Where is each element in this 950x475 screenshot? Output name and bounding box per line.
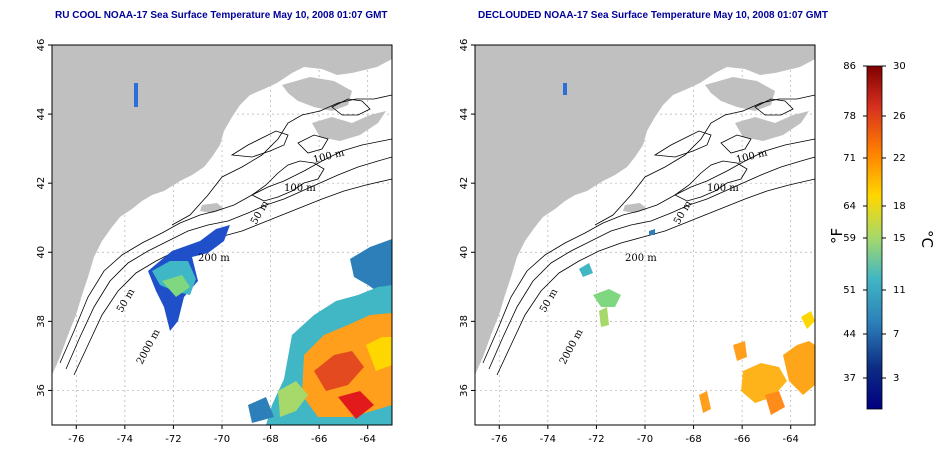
celsius-tick-label: 18 [893,201,906,212]
lon-tick-label: -74 [540,434,556,445]
lat-tick-label: 46 [459,39,470,52]
colorbar-gradient [866,65,883,410]
celsius-tick-label: 7 [893,329,899,340]
lon-tick-label: -76 [68,434,84,445]
lat-tick-label: 44 [36,108,47,121]
right-map-panel: 100 m 100 m 50 m 200 m 50 m 2000 m 36384… [459,39,816,445]
celsius-tick-label: 22 [893,153,906,164]
svg-text:200 m: 200 m [198,253,230,264]
celsius-tick-label: 3 [893,373,899,384]
lon-tick-label: -64 [360,434,376,445]
colorbar: 86 78 71 64 59 51 44 37 30 26 22 18 15 11 7 3 °F °C [828,61,936,410]
fahrenheit-tick-label: 37 [843,373,856,384]
fahrenheit-tick-label: 78 [843,111,856,122]
lon-tick-label: -76 [491,434,507,445]
lon-tick-label: -64 [783,434,799,445]
celsius-tick-label: 15 [893,233,906,244]
fahrenheit-unit-label: °F [828,228,846,244]
lat-tick-label: 38 [36,315,47,328]
lon-tick-label: -68 [685,434,701,445]
right-panel-title: DECLOUDED NOAA-17 Sea Surface Temperatur… [478,10,828,21]
left-axis-ticks: 36 38 40 42 44 46 -76 -74 -72 -70 -68 -66 -64 [36,39,376,445]
fahrenheit-tick-label: 86 [843,61,856,72]
svg-text:200 m: 200 m [625,253,657,264]
lon-tick-label: -68 [262,434,278,445]
colorbar-ticks: 86 78 71 64 59 51 44 37 30 26 22 18 15 11 7 3 [843,61,905,384]
lat-tick-label: 38 [459,315,470,328]
celsius-tick-label: 26 [893,111,906,122]
left-sst-patches [134,83,392,425]
lat-tick-label: 36 [36,384,47,397]
lon-tick-label: -66 [734,434,750,445]
celsius-tick-label: 11 [893,285,906,296]
fahrenheit-tick-label: 71 [843,153,856,164]
fahrenheit-tick-label: 44 [843,329,856,340]
lon-tick-label: -70 [214,434,230,445]
lon-tick-label: -72 [588,434,604,445]
lat-tick-label: 40 [459,246,470,259]
left-panel-title: RU COOL NOAA-17 Sea Surface Temperature … [55,10,388,21]
lat-tick-label: 44 [459,108,470,121]
right-axis-ticks: 36 38 40 42 44 46 -76 -74 -72 -70 -68 -66 -64 [459,39,799,445]
lat-tick-label: 40 [36,246,47,259]
fahrenheit-tick-label: 59 [843,233,856,244]
left-map-panel: 100 m 100 m 50 m 200 m 50 m 2000 m 36384… [36,39,393,445]
lon-tick-label: -70 [637,434,653,445]
celsius-tick-label: 30 [893,61,906,72]
celsius-unit-label: °C [918,230,936,248]
lat-tick-label: 46 [36,39,47,52]
lat-tick-label: 42 [459,177,470,190]
lat-tick-label: 42 [36,177,47,190]
svg-text:100 m: 100 m [707,183,739,194]
lon-tick-label: -72 [165,434,181,445]
fahrenheit-tick-label: 51 [843,285,856,296]
fahrenheit-tick-label: 64 [843,201,856,212]
svg-text:100 m: 100 m [284,183,316,194]
right-sst-patches [563,83,815,415]
lon-tick-label: -74 [117,434,133,445]
lon-tick-label: -66 [311,434,327,445]
lat-tick-label: 36 [459,384,470,397]
